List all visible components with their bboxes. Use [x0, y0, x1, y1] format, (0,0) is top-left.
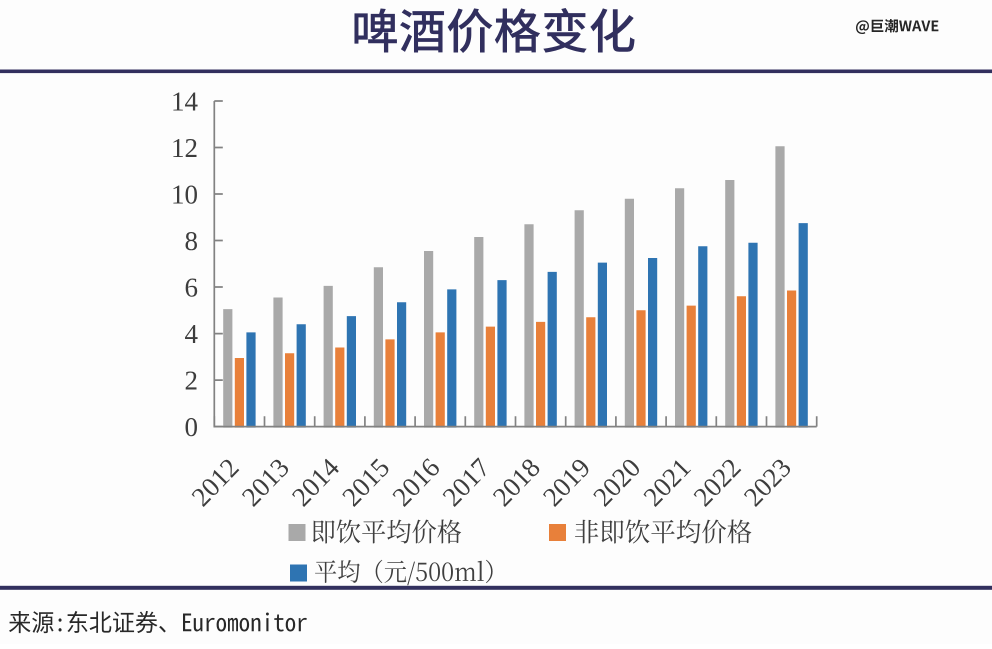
svg-text:12: 12 — [171, 133, 198, 163]
svg-text:4: 4 — [185, 319, 199, 349]
svg-text:2: 2 — [185, 365, 199, 395]
svg-text:8: 8 — [185, 226, 199, 256]
svg-text:14: 14 — [171, 86, 199, 116]
svg-text:0: 0 — [185, 412, 199, 442]
svg-text:6: 6 — [185, 272, 199, 302]
svg-text:10: 10 — [171, 179, 198, 209]
